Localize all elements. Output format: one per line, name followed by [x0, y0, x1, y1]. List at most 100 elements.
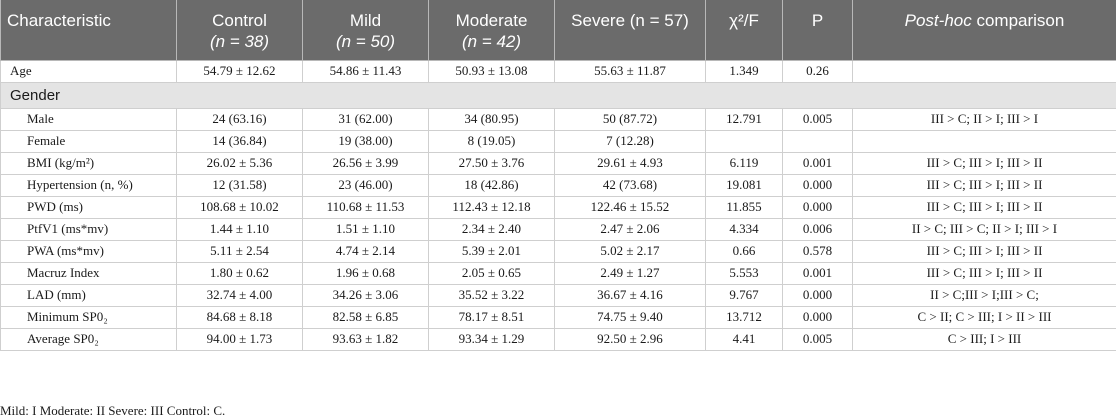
- cell-p-value: 0.000: [783, 306, 853, 328]
- cell-p-value: 0.26: [783, 60, 853, 82]
- row-label: Female: [1, 130, 177, 152]
- header-moderate: Moderate (n = 42): [429, 0, 555, 60]
- cell-severe: 122.46 ± 15.52: [555, 196, 706, 218]
- cell-posthoc: [853, 60, 1116, 82]
- header-posthoc: Post-hoc comparison: [853, 0, 1116, 60]
- cell-severe: 2.47 ± 2.06: [555, 218, 706, 240]
- cell-control: 108.68 ± 10.02: [177, 196, 303, 218]
- cell-posthoc: III > C; II > I; III > I: [853, 108, 1116, 130]
- cell-posthoc: II > C;III > I;III > C;: [853, 284, 1116, 306]
- cell-p-value: 0.001: [783, 152, 853, 174]
- cell-mild: 110.68 ± 11.53: [303, 196, 429, 218]
- cell-moderate: 112.43 ± 12.18: [429, 196, 555, 218]
- cell-mild: 34.26 ± 3.06: [303, 284, 429, 306]
- cell-p-value: 0.578: [783, 240, 853, 262]
- row-label: LAD (mm): [1, 284, 177, 306]
- cell-severe: 42 (73.68): [555, 174, 706, 196]
- cell-statistic: 9.767: [706, 284, 783, 306]
- cell-moderate: 93.34 ± 1.29: [429, 328, 555, 350]
- cell-posthoc: III > C; III > I; III > II: [853, 262, 1116, 284]
- section-row-gender: Gender: [1, 82, 1116, 108]
- cell-statistic: [706, 130, 783, 152]
- cell-statistic: 1.349: [706, 60, 783, 82]
- cell-p-value: 0.005: [783, 108, 853, 130]
- cell-severe: 50 (87.72): [555, 108, 706, 130]
- section-label: Gender: [1, 82, 1116, 108]
- header-row: Characteristic Control (n = 38) Mild (n …: [1, 0, 1116, 60]
- cell-moderate: 35.52 ± 3.22: [429, 284, 555, 306]
- header-control-n: (n = 38): [183, 31, 296, 52]
- cell-moderate: 18 (42.86): [429, 174, 555, 196]
- cell-severe: 55.63 ± 11.87: [555, 60, 706, 82]
- results-table: Characteristic Control (n = 38) Mild (n …: [0, 0, 1116, 351]
- cell-moderate: 78.17 ± 8.51: [429, 306, 555, 328]
- cell-moderate: 8 (19.05): [429, 130, 555, 152]
- row-label: PWD (ms): [1, 196, 177, 218]
- cell-statistic: 12.791: [706, 108, 783, 130]
- row-label: Macruz Index: [1, 262, 177, 284]
- row-label: BMI (kg/m²): [1, 152, 177, 174]
- cell-control: 54.79 ± 12.62: [177, 60, 303, 82]
- cell-control: 84.68 ± 8.18: [177, 306, 303, 328]
- header-mild-n: (n = 50): [309, 31, 422, 52]
- cell-severe: 5.02 ± 2.17: [555, 240, 706, 262]
- cell-moderate: 34 (80.95): [429, 108, 555, 130]
- row-label: Average SP0₂: [1, 328, 177, 350]
- cell-statistic: 5.553: [706, 262, 783, 284]
- footnote: Mild: I Moderate: II Severe: III Control…: [0, 403, 225, 419]
- cell-mild: 82.58 ± 6.85: [303, 306, 429, 328]
- cell-control: 32.74 ± 4.00: [177, 284, 303, 306]
- header-moderate-n: (n = 42): [435, 31, 548, 52]
- header-posthoc-italic: Post-hoc: [905, 11, 972, 30]
- cell-statistic: 0.66: [706, 240, 783, 262]
- cell-posthoc: III > C; III > I; III > II: [853, 152, 1116, 174]
- row-label: Minimum SP0₂: [1, 306, 177, 328]
- header-p-value: P: [783, 0, 853, 60]
- cell-severe: 92.50 ± 2.96: [555, 328, 706, 350]
- header-mild: Mild (n = 50): [303, 0, 429, 60]
- header-moderate-label: Moderate: [435, 10, 548, 31]
- cell-p-value: 0.006: [783, 218, 853, 240]
- row-label: Age: [1, 60, 177, 82]
- row-label: Male: [1, 108, 177, 130]
- cell-statistic: 4.41: [706, 328, 783, 350]
- cell-control: 14 (36.84): [177, 130, 303, 152]
- row-label: PWA (ms*mv): [1, 240, 177, 262]
- cell-mild: 31 (62.00): [303, 108, 429, 130]
- table-row: Hypertension (n, %)12 (31.58)23 (46.00)1…: [1, 174, 1116, 196]
- cell-control: 12 (31.58): [177, 174, 303, 196]
- cell-p-value: 0.001: [783, 262, 853, 284]
- row-label: Hypertension (n, %): [1, 174, 177, 196]
- header-statistic: χ²/F: [706, 0, 783, 60]
- header-mild-label: Mild: [309, 10, 422, 31]
- cell-p-value: 0.005: [783, 328, 853, 350]
- cell-posthoc: III > C; III > I; III > II: [853, 196, 1116, 218]
- cell-severe: 74.75 ± 9.40: [555, 306, 706, 328]
- cell-control: 5.11 ± 2.54: [177, 240, 303, 262]
- header-characteristic: Characteristic: [1, 0, 177, 60]
- cell-posthoc: C > II; C > III; I > II > III: [853, 306, 1116, 328]
- cell-control: 1.44 ± 1.10: [177, 218, 303, 240]
- cell-moderate: 5.39 ± 2.01: [429, 240, 555, 262]
- cell-posthoc: C > III; I > III: [853, 328, 1116, 350]
- row-label: PtfV1 (ms*mv): [1, 218, 177, 240]
- cell-mild: 1.96 ± 0.68: [303, 262, 429, 284]
- cell-mild: 93.63 ± 1.82: [303, 328, 429, 350]
- cell-mild: 19 (38.00): [303, 130, 429, 152]
- cell-posthoc: II > C; III > C; II > I; III > I: [853, 218, 1116, 240]
- cell-p-value: [783, 130, 853, 152]
- cell-severe: 36.67 ± 4.16: [555, 284, 706, 306]
- cell-p-value: 0.000: [783, 284, 853, 306]
- cell-statistic: 6.119: [706, 152, 783, 174]
- cell-mild: 26.56 ± 3.99: [303, 152, 429, 174]
- header-control-label: Control: [183, 10, 296, 31]
- cell-control: 1.80 ± 0.62: [177, 262, 303, 284]
